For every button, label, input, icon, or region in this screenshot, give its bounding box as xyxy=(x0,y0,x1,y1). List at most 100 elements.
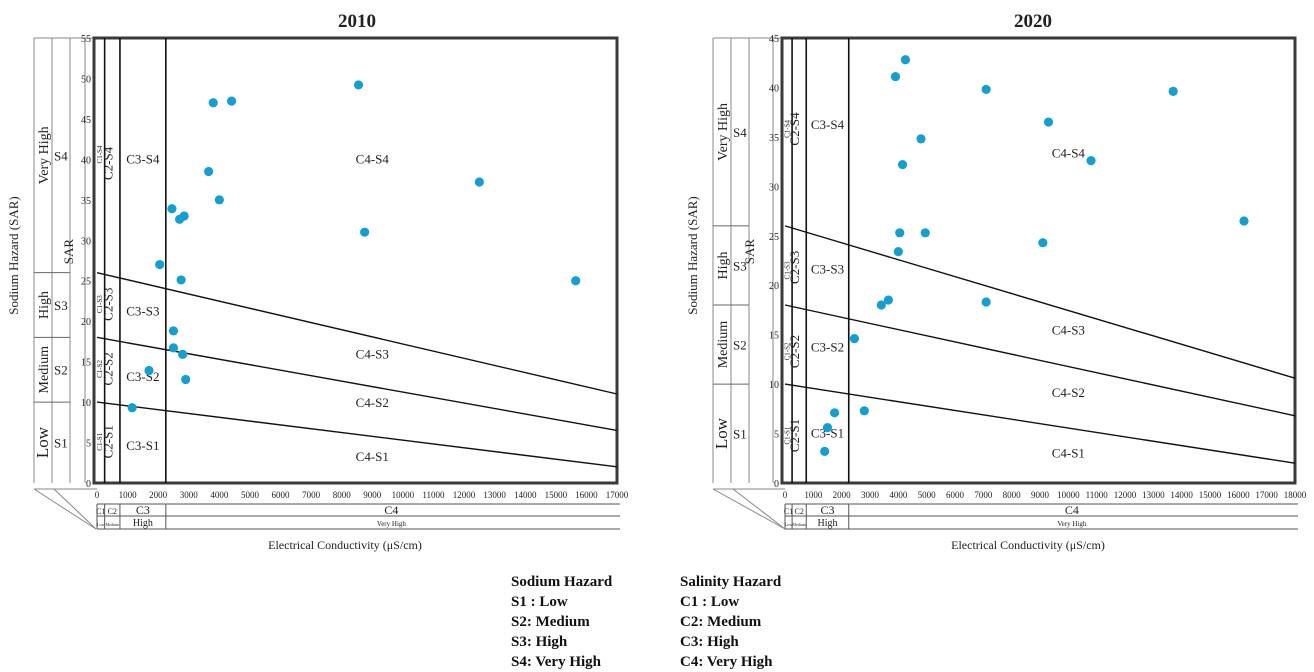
salinity-legend-item: C3: High xyxy=(680,634,739,650)
salinity-class-label: C2 xyxy=(108,507,117,516)
y-tick-label: 15 xyxy=(769,331,779,342)
data-point xyxy=(168,326,179,336)
skirt-diagonal xyxy=(732,488,786,530)
salinity-class-hazard: Very High xyxy=(377,520,406,528)
data-point xyxy=(859,406,869,416)
data-point xyxy=(900,55,911,65)
data-point xyxy=(890,71,901,82)
salinity-class-hazard: Medium xyxy=(792,522,806,527)
sodium-hazard-legend: Sodium Hazard S1 : Low S2: Medium S3: Hi… xyxy=(511,572,612,672)
x-tick-label: 5000 xyxy=(241,490,260,500)
salinity-class-hazard: Low xyxy=(785,522,792,527)
y-tick-label: 5 xyxy=(774,430,779,441)
region-label: C4-S2 xyxy=(1052,385,1085,400)
region-label: C3-S3 xyxy=(126,304,159,319)
y-tick-label: 50 xyxy=(81,74,91,85)
data-point xyxy=(981,84,991,95)
region-label: C3-S4 xyxy=(126,151,160,166)
sodium-class-hazard-label: Very High xyxy=(37,126,52,184)
region-label: C4-S1 xyxy=(356,449,389,464)
y-tick-label: 35 xyxy=(81,196,91,207)
y-tick-label: 15 xyxy=(81,358,91,369)
region-label: C4-S1 xyxy=(1052,445,1085,460)
data-point xyxy=(144,365,154,376)
sodium-class-hazard-label: Medium xyxy=(37,346,52,394)
skirt-diagonal xyxy=(53,488,97,530)
sodium-class-label: S4 xyxy=(54,148,68,163)
region-label: C3-S2 xyxy=(811,339,844,354)
region-label: C3-S3 xyxy=(811,261,844,276)
x-tick-label: 0 xyxy=(783,490,788,500)
salinity-class-label: C3 xyxy=(820,503,834,517)
x-axis-label: Electrical Conductivity (μS/cm) xyxy=(268,538,422,552)
region-label: C2-S1 xyxy=(787,419,802,452)
sar-hazard-line xyxy=(96,401,618,468)
data-point xyxy=(204,166,214,177)
region-label: C2-S4 xyxy=(787,112,802,146)
salinity-class-label: C1 xyxy=(784,507,793,516)
y-tick-label: 45 xyxy=(81,115,91,126)
data-point xyxy=(981,297,991,307)
sodium-legend-title: Sodium Hazard xyxy=(511,574,613,590)
sodium-legend-item: S3: High xyxy=(511,634,568,650)
data-point xyxy=(897,159,908,170)
x-tick-label: 4000 xyxy=(210,490,229,500)
salinity-legend-title: Salinity Hazard xyxy=(680,574,782,590)
plot-frame xyxy=(780,36,1297,485)
region-label: C1-S2 xyxy=(784,342,792,360)
salinity-class-hazard: Medium xyxy=(106,522,120,527)
y-axis-label: Sodium Hazard (SAR) xyxy=(6,196,21,314)
region-label: C4-S2 xyxy=(356,395,389,410)
sodium-class-hazard-label: Very High xyxy=(716,103,731,161)
x-tick-label: 12000 xyxy=(1114,490,1137,500)
sodium-class-hazard-label: High xyxy=(37,291,52,319)
data-point xyxy=(1086,156,1096,166)
salinity-class-hazard: Low xyxy=(97,522,104,527)
x-tick-label: 15000 xyxy=(1199,490,1222,500)
data-point xyxy=(178,349,188,359)
data-point xyxy=(1038,238,1048,248)
data-point xyxy=(895,228,905,238)
salinity-legend-item: C2: Medium xyxy=(680,614,762,630)
sar-axis-label: SAR xyxy=(742,239,757,265)
sodium-class-label: S3 xyxy=(733,258,747,273)
x-tick-label: 17000 xyxy=(1255,490,1278,500)
y-tick-label: 35 xyxy=(769,133,779,144)
sar-hazard-line xyxy=(96,271,618,395)
x-tick-label: 11000 xyxy=(1086,490,1109,500)
chart-title: 2010 xyxy=(338,11,376,32)
y-tick-label: 0 xyxy=(774,479,779,490)
salinity-class-label: C1 xyxy=(96,507,105,516)
region-label: C1-S3 xyxy=(784,261,792,279)
data-point xyxy=(916,134,926,144)
y-tick-label: 10 xyxy=(769,380,779,391)
y-tick-label: 10 xyxy=(81,398,91,409)
region-label: C4-S4 xyxy=(356,151,390,166)
x-tick-label: 0 xyxy=(95,490,100,500)
region-label: C2-S4 xyxy=(100,146,115,180)
plot-frame xyxy=(92,36,619,485)
sodium-class-label: S4 xyxy=(733,125,747,140)
region-label: C4-S4 xyxy=(1052,146,1086,161)
region-label: C2-S1 xyxy=(100,425,115,458)
sodium-class-hazard-label: Low xyxy=(712,417,731,449)
data-point xyxy=(127,403,137,413)
x-tick-label: 6000 xyxy=(272,490,291,500)
data-point xyxy=(876,300,886,310)
sodium-class-hazard-label: Medium xyxy=(716,321,731,369)
y-tick-label: 55 xyxy=(81,34,91,45)
data-point xyxy=(474,177,484,187)
region-label: C3-S1 xyxy=(126,438,159,453)
x-tick-label: 10000 xyxy=(392,490,415,500)
salinity-hazard-legend: Salinity Hazard C1 : Low C2: Medium C3: … xyxy=(680,572,781,672)
y-tick-label: 30 xyxy=(81,236,91,247)
region-label: C1-S4 xyxy=(784,120,792,138)
sar-hazard-line xyxy=(784,383,1296,464)
y-tick-label: 40 xyxy=(81,155,91,166)
sar-hazard-line xyxy=(784,225,1296,379)
x-tick-label: 3000 xyxy=(861,490,880,500)
data-point xyxy=(168,343,179,353)
data-point xyxy=(849,334,860,344)
y-tick-label: 5 xyxy=(86,439,91,450)
